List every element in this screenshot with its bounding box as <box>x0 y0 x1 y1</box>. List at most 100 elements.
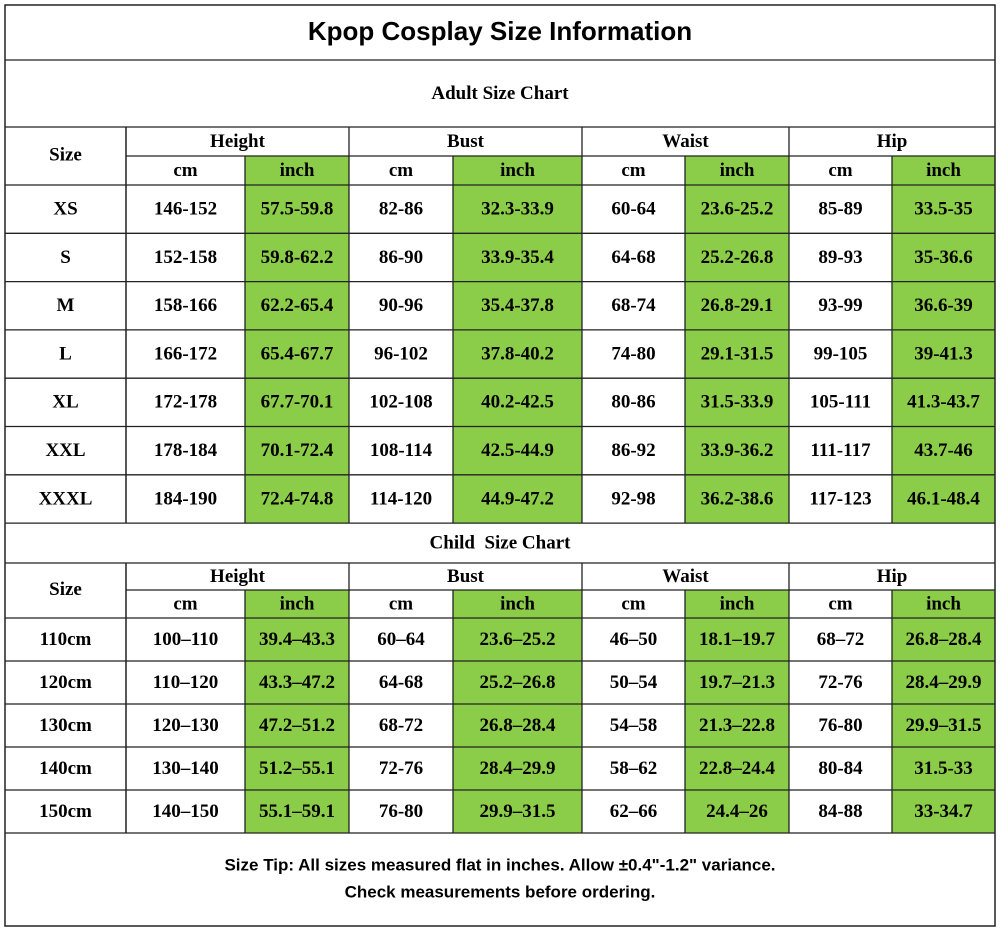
cell: 59.8-62.2 <box>261 247 334 268</box>
size-label: S <box>60 247 71 268</box>
cell: 26.8-29.1 <box>701 295 774 316</box>
cell: 28.4–29.9 <box>480 758 556 779</box>
cell: 92-98 <box>611 488 655 509</box>
cell: 25.2–26.8 <box>480 672 556 693</box>
cell: 82-86 <box>379 199 423 220</box>
cell: 152-158 <box>154 247 217 268</box>
cell: 72.4-74.8 <box>261 488 334 509</box>
cell: 46.1-48.4 <box>907 488 980 509</box>
cell: 29.9–31.5 <box>906 715 982 736</box>
cell: 37.8-40.2 <box>481 343 554 364</box>
unit-header: inch <box>720 593 755 614</box>
cell: 114-120 <box>370 488 432 509</box>
cell: 86-92 <box>611 440 655 461</box>
inch-column-fill <box>245 590 349 833</box>
group-header: Height <box>210 566 266 587</box>
cell: 36.6-39 <box>914 295 973 316</box>
size-tip: Size Tip: All sizes measured flat in inc… <box>224 855 775 874</box>
cell: 146-152 <box>154 199 217 220</box>
size-label: XL <box>52 392 78 413</box>
cell: 184-190 <box>154 488 217 509</box>
cell: 166-172 <box>154 343 217 364</box>
cell: 60–64 <box>377 629 425 650</box>
cell: 64-68 <box>379 672 423 693</box>
cell: 105-111 <box>810 392 871 413</box>
cell: 80-86 <box>611 392 655 413</box>
unit-header: inch <box>926 593 961 614</box>
group-header: Bust <box>447 131 485 152</box>
cell: 84-88 <box>818 801 862 822</box>
cell: 33.9-35.4 <box>481 247 554 268</box>
cell: 23.6–25.2 <box>480 629 556 650</box>
cell: 46–50 <box>610 629 658 650</box>
cell: 86-90 <box>379 247 423 268</box>
unit-header: cm <box>173 593 197 614</box>
cell: 85-89 <box>818 199 862 220</box>
inch-column-fill <box>892 590 995 833</box>
cell: 76-80 <box>818 715 862 736</box>
group-header: Hip <box>877 131 908 152</box>
size-label: XXL <box>45 440 85 461</box>
size-label: 140cm <box>39 758 92 779</box>
cell: 90-96 <box>379 295 423 316</box>
cell: 44.9-47.2 <box>481 488 554 509</box>
cell: 68–72 <box>817 629 865 650</box>
cell: 33.9-36.2 <box>701 440 774 461</box>
cell: 25.2-26.8 <box>701 247 774 268</box>
size-header: Size <box>49 579 82 600</box>
cell: 43.7-46 <box>914 440 973 461</box>
size-tip: Check measurements before ordering. <box>345 882 656 901</box>
cell: 24.4–26 <box>706 801 768 822</box>
cell: 39-41.3 <box>914 343 973 364</box>
cell: 120–130 <box>152 715 219 736</box>
size-label: M <box>57 295 75 316</box>
section-title: Adult Size Chart <box>431 83 569 104</box>
inch-column-fill <box>685 590 789 833</box>
cell: 31.5-33.9 <box>701 392 774 413</box>
cell: 158-166 <box>154 295 217 316</box>
cell: 33.5-35 <box>914 199 973 220</box>
cell: 35-36.6 <box>914 247 973 268</box>
cell: 43.3–47.2 <box>259 672 335 693</box>
cell: 23.6-25.2 <box>701 199 774 220</box>
page-title: Kpop Cosplay Size Information <box>308 16 692 46</box>
cell: 67.7-70.1 <box>261 392 334 413</box>
cell: 93-99 <box>818 295 862 316</box>
cell: 33-34.7 <box>914 801 973 822</box>
inch-column-fill <box>245 156 349 524</box>
unit-header: inch <box>280 593 315 614</box>
cell: 36.2-38.6 <box>701 488 774 509</box>
section-title: Child Size Chart <box>430 532 572 553</box>
cell: 39.4–43.3 <box>259 629 335 650</box>
cell: 130–140 <box>152 758 219 779</box>
cell: 18.1–19.7 <box>699 629 776 650</box>
cell: 96-102 <box>374 343 428 364</box>
cell: 117-123 <box>809 488 871 509</box>
group-header: Bust <box>447 566 485 587</box>
cell: 42.5-44.9 <box>481 440 554 461</box>
cell: 32.3-33.9 <box>481 199 554 220</box>
inch-column-fill <box>685 156 789 524</box>
cell: 72-76 <box>379 758 423 779</box>
unit-header: inch <box>720 160 755 181</box>
cell: 110–120 <box>153 672 218 693</box>
cell: 26.8–28.4 <box>906 629 983 650</box>
cell: 28.4–29.9 <box>906 672 982 693</box>
unit-header: cm <box>173 160 197 181</box>
cell: 74-80 <box>611 343 655 364</box>
cell: 89-93 <box>818 247 862 268</box>
size-label: 130cm <box>39 715 92 736</box>
cell: 76-80 <box>379 801 423 822</box>
unit-header: cm <box>621 593 645 614</box>
cell: 29.1-31.5 <box>701 343 774 364</box>
unit-header: cm <box>828 593 852 614</box>
cell: 21.3–22.8 <box>699 715 775 736</box>
cell: 29.9–31.5 <box>480 801 556 822</box>
cell: 68-74 <box>611 295 656 316</box>
inch-column-fill <box>453 590 582 833</box>
size-header: Size <box>49 144 82 165</box>
cell: 58–62 <box>610 758 658 779</box>
group-header: Hip <box>877 566 908 587</box>
inch-column-fill <box>453 156 582 524</box>
cell: 62–66 <box>610 801 658 822</box>
